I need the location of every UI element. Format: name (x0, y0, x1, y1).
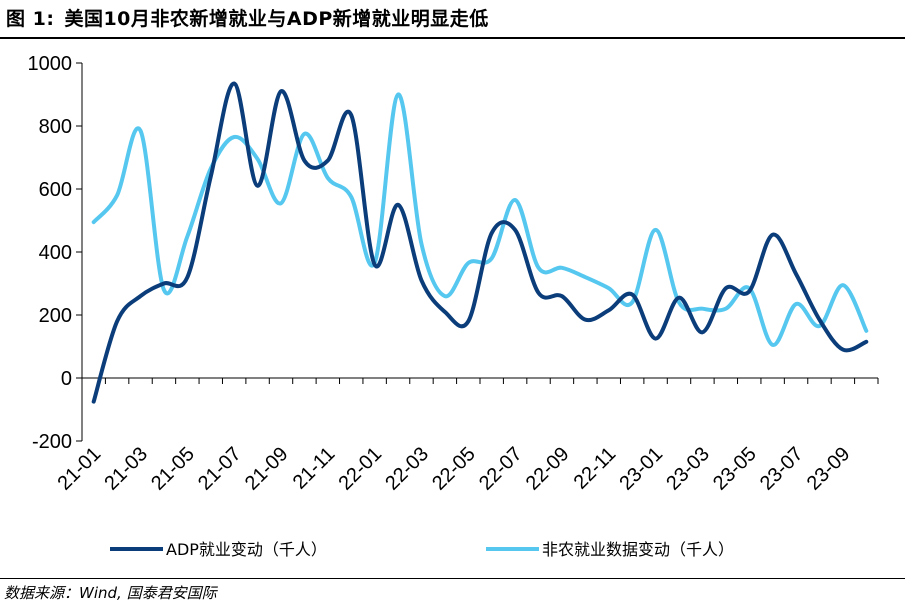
figure-title-text: 美国10月非农新增就业与ADP新增就业明显走低 (64, 8, 489, 30)
x-tick-label: 21-09 (241, 443, 293, 495)
source-note: 数据来源：Wind, 国泰君安国际 (4, 584, 217, 602)
x-tick-label: 21-03 (100, 443, 152, 495)
y-tick-label: 400 (39, 242, 72, 264)
x-tick-label: 21-05 (147, 443, 199, 495)
y-tick-label: -200 (32, 431, 72, 453)
legend-label-nonfarm: 非农就业数据变动（千人） (542, 540, 734, 559)
x-tick-label: 21-11 (289, 443, 340, 494)
x-tick-label: 22-07 (475, 443, 527, 495)
x-tick-label: 23-01 (615, 443, 667, 495)
x-tick-label: 22-01 (334, 443, 386, 495)
bottom-rule (0, 578, 905, 579)
x-tick-label: 21-07 (194, 443, 246, 495)
chart-legend: ADP就业变动（千人） 非农就业数据变动（千人） (110, 540, 734, 559)
x-tick-label: 23-07 (756, 443, 808, 495)
legend-label-adp: ADP就业变动（千人） (166, 540, 327, 559)
y-tick-label: 0 (61, 368, 72, 390)
x-tick-label: 23-05 (709, 443, 761, 495)
figure-title: 图 1: 美国10月非农新增就业与ADP新增就业明显走低 (6, 4, 499, 31)
series-line-adp (91, 81, 869, 404)
x-tick-label: 22-11 (570, 443, 621, 494)
top-rule (0, 37, 905, 39)
y-tick-label: 1000 (28, 53, 73, 75)
figure-label: 图 1: (6, 8, 55, 30)
x-tick-label: 22-09 (522, 443, 574, 495)
x-tick-label: 23-03 (662, 443, 714, 495)
y-tick-label: 800 (39, 116, 72, 138)
chart-series (91, 81, 869, 404)
x-tick-label: 23-09 (803, 443, 855, 495)
y-tick-label: 200 (39, 305, 72, 327)
x-tick-label: 22-03 (381, 443, 433, 495)
series-line-nonfarm (91, 92, 869, 347)
y-tick-label: 600 (39, 179, 72, 201)
chart-axes: -2000200400600800100021-0121-0321-0521-0… (28, 53, 879, 495)
x-tick-label: 22-05 (428, 443, 480, 495)
